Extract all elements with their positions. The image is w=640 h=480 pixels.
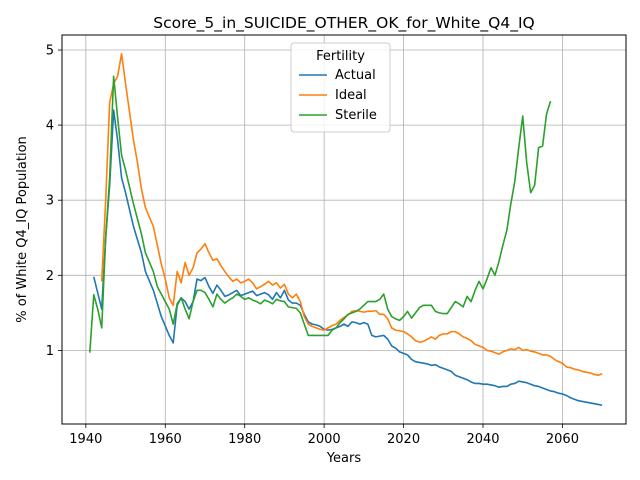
y-axis-ticks: 1 2 3 4 5 [46,44,62,359]
chart-title: Score_5_in_SUICIDE_OTHER_OK_for_White_Q4… [153,14,535,33]
legend-label-actual: Actual [335,68,376,83]
y-tick-label: 5 [46,44,54,59]
y-tick-label: 4 [46,119,54,134]
x-tick-label: 1960 [149,432,182,447]
x-tick-label: 2060 [546,432,579,447]
series-lines [89,52,603,407]
y-tick-label: 1 [46,344,54,359]
y-tick-label: 3 [46,194,54,209]
x-tick-label: 1980 [228,432,261,447]
grid [62,35,626,424]
legend-box [290,42,391,133]
legend-entries: Actual Ideal Sterile [299,68,377,123]
x-tick-label: 2020 [387,432,420,447]
x-axis-label: Years [326,451,362,466]
x-axis-ticks: 1940 1960 1980 2000 2020 2040 2060 [69,424,579,447]
x-tick-label: 2040 [466,432,499,447]
plot-frame [61,34,627,425]
y-tick-label: 2 [46,269,54,284]
legend-title: Fertility [316,49,365,64]
legend-label-ideal: Ideal [335,88,367,103]
x-tick-label: 2000 [308,432,341,447]
legend-label-sterile: Sterile [335,108,377,123]
y-axis-label: % of White Q4_IQ Population [15,136,30,323]
series-line-sterile [89,75,552,353]
x-tick-label: 1940 [69,432,102,447]
series-line-actual [92,109,603,407]
legend: Fertility Actual Ideal Sterile [290,42,391,133]
